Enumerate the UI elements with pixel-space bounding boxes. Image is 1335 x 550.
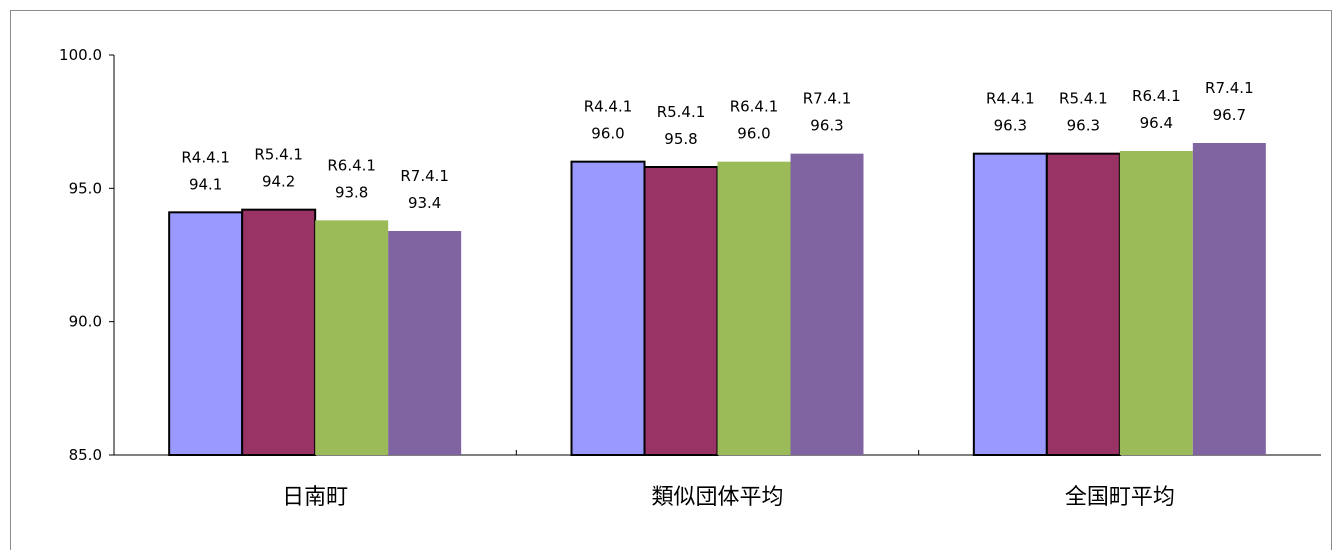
data-label-value: 94.2 <box>262 173 295 191</box>
data-label-series: R5.4.1 <box>657 103 706 121</box>
data-label-value: 96.7 <box>1213 106 1246 124</box>
bar <box>1192 143 1266 455</box>
data-label-series: R5.4.1 <box>1059 90 1108 108</box>
bar <box>643 166 719 456</box>
data-label-value: 95.8 <box>664 130 697 148</box>
data-label-series: R5.4.1 <box>254 146 303 164</box>
x-category-label: 類似団体平均 <box>651 485 783 510</box>
y-tick-label: 95.0 <box>69 179 102 197</box>
x-category-label: 日南町 <box>282 485 348 510</box>
data-label-series: R6.4.1 <box>327 156 376 174</box>
y-tick-labels: 85.0 90.0 95.0 100.0 <box>59 46 102 464</box>
bar <box>168 211 244 456</box>
x-category-label: 全国町平均 <box>1065 485 1175 510</box>
data-label-series: R4.4.1 <box>584 98 633 116</box>
data-label-value: 96.0 <box>737 125 770 143</box>
y-tick-label: 90.0 <box>69 313 102 331</box>
chart-frame: R4.4.1 94.1 R5.4.1 94.2 R6.4.1 93.8 R7.4.1 93.4… <box>10 10 1332 550</box>
bar <box>570 160 646 457</box>
data-label-series: R7.4.1 <box>400 167 449 185</box>
bar <box>972 152 1048 457</box>
data-label-value: 96.3 <box>1067 117 1100 135</box>
data-labels: R4.4.1 94.1 R5.4.1 94.2 R6.4.1 93.8 R7.4.1 93.4… <box>181 79 1253 212</box>
bar <box>315 220 389 455</box>
data-label-series: R7.4.1 <box>1205 79 1254 97</box>
data-label-series: R7.4.1 <box>803 90 852 108</box>
data-label-value: 93.4 <box>408 194 441 212</box>
data-label-value: 96.3 <box>810 117 843 135</box>
bar <box>717 161 791 455</box>
bars <box>168 143 1266 457</box>
bar <box>790 153 864 455</box>
bar <box>241 208 317 456</box>
data-label-series: R4.4.1 <box>986 90 1035 108</box>
bar-chart: R4.4.1 94.1 R5.4.1 94.2 R6.4.1 93.8 R7.4.1 93.4… <box>59 46 1321 510</box>
bar <box>1119 151 1193 455</box>
y-tick-label: 100.0 <box>59 46 102 64</box>
data-label-series: R6.4.1 <box>730 98 779 116</box>
data-label-series: R6.4.1 <box>1132 87 1181 105</box>
y-tick-label: 85.0 <box>69 446 102 464</box>
data-label-value: 96.0 <box>591 125 624 143</box>
category-labels: 日南町 類似団体平均 全国町平均 <box>282 485 1175 510</box>
bar <box>388 231 462 455</box>
data-label-value: 94.1 <box>189 175 222 193</box>
data-label-value: 93.8 <box>335 183 368 201</box>
data-label-value: 96.4 <box>1140 114 1173 132</box>
data-label-series: R4.4.1 <box>181 148 230 166</box>
data-label-value: 96.3 <box>994 117 1027 135</box>
bar <box>1045 152 1121 457</box>
